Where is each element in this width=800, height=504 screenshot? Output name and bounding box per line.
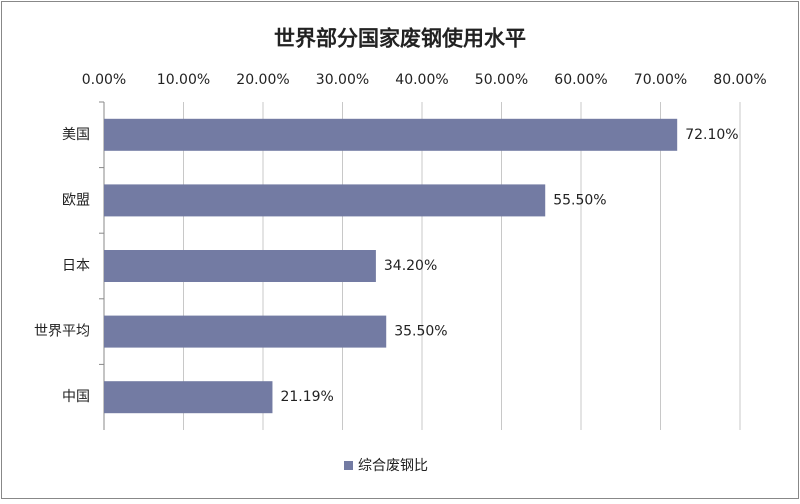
data-label: 21.19%: [280, 389, 333, 405]
y-tick-label: 日本: [62, 258, 90, 274]
x-tick-label: 20.00%: [236, 72, 289, 88]
data-label: 55.50%: [553, 192, 606, 208]
x-tick-label: 10.00%: [157, 72, 210, 88]
bar: [104, 381, 273, 414]
chart-title: 世界部分国家废钢使用水平: [274, 26, 526, 51]
data-label: 72.10%: [685, 127, 738, 143]
bar: [104, 250, 376, 282]
x-tick-label: 80.00%: [713, 72, 766, 88]
legend-label: 综合废钢比: [358, 458, 428, 474]
bar: [104, 315, 387, 348]
y-tick-label: 世界平均: [34, 324, 90, 340]
legend-swatch: [344, 461, 353, 470]
x-tick-label: 0.00%: [82, 72, 126, 88]
x-tick-label: 50.00%: [475, 72, 528, 88]
data-label: 35.50%: [394, 324, 447, 340]
x-tick-label: 60.00%: [554, 72, 607, 88]
y-tick-label: 欧盟: [62, 192, 90, 208]
x-tick-label: 70.00%: [634, 72, 687, 88]
bar: [104, 118, 678, 151]
bar: [104, 184, 546, 217]
y-tick-label: 中国: [62, 389, 90, 405]
y-tick-label: 美国: [62, 127, 90, 143]
x-tick-label: 30.00%: [316, 72, 369, 88]
data-label: 34.20%: [384, 258, 437, 274]
x-tick-label: 40.00%: [395, 72, 448, 88]
